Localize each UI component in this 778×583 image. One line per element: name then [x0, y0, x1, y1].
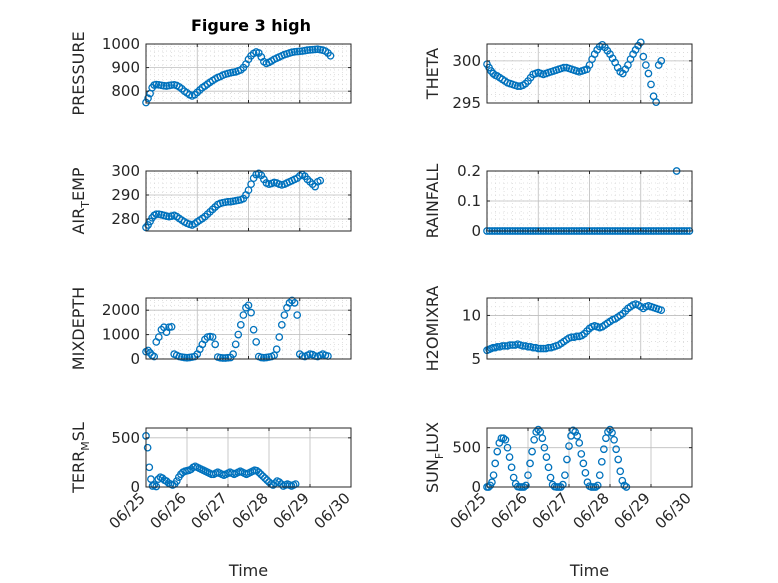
- rainfall-y-axis-label: RAINFALL: [423, 164, 442, 239]
- pressure-y-tick-label: 1000: [102, 35, 140, 53]
- air_temp-axes: 280290300AIRTEMP: [69, 162, 351, 235]
- mixdepth-y-tick-label: 1000: [102, 326, 140, 344]
- mixdepth-y-tick-label: 2000: [102, 301, 140, 319]
- sun_flux-plot-area: [487, 428, 692, 487]
- mixdepth-y-tick-label: 0: [130, 350, 140, 368]
- theta-y-axis-label: THETA: [423, 48, 442, 100]
- terr_msl-x-axis-label: Time: [228, 561, 268, 580]
- pressure-y-tick-label: 800: [111, 82, 140, 100]
- h2omixra-y-tick-label: 10: [462, 306, 481, 324]
- sun_flux-y-tick-label: 500: [452, 439, 481, 457]
- theta-y-tick-label: 300: [452, 52, 481, 70]
- rainfall-y-tick-label: 0.1: [457, 192, 481, 210]
- mixdepth-y-axis-label: MIXDEPTH: [69, 287, 88, 370]
- pressure-y-tick-label: 900: [111, 59, 140, 77]
- h2omixra-y-axis-label: H2OMIXRA: [423, 286, 442, 372]
- figure-title: Figure 3 high: [191, 16, 311, 35]
- rainfall-y-tick-label: 0.2: [457, 162, 481, 180]
- sun_flux-x-axis-label: Time: [569, 561, 609, 580]
- terr_msl-y-tick-label: 500: [111, 429, 140, 447]
- pressure-y-axis-label: PRESSURE: [69, 31, 88, 115]
- air_temp-y-tick-label: 280: [111, 210, 140, 228]
- air_temp-y-tick-label: 290: [111, 186, 140, 204]
- h2omixra-y-tick-label: 5: [471, 350, 481, 368]
- theta-y-tick-label: 295: [452, 94, 481, 112]
- air_temp-y-tick-label: 300: [111, 162, 140, 180]
- rainfall-y-tick-label: 0: [471, 222, 481, 240]
